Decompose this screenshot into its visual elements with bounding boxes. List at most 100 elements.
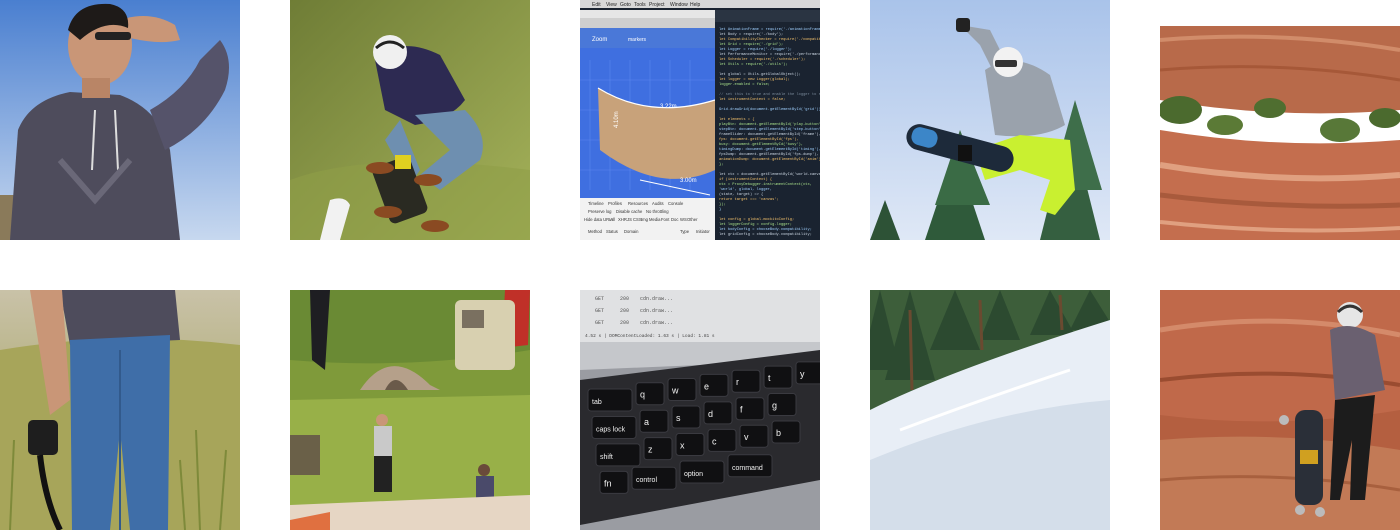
code-line: };: [719, 162, 723, 167]
menu-item-help[interactable]: Help: [690, 2, 701, 8]
keyboard-key[interactable]: [763, 365, 793, 389]
devtools-col-domain[interactable]: Domain: [624, 229, 639, 234]
keyboard-key[interactable]: [679, 460, 725, 484]
keyboard-key[interactable]: [595, 443, 641, 467]
devtools-col-type[interactable]: Type: [680, 229, 690, 234]
demo-toolbar-label[interactable]: Zoom: [592, 37, 607, 43]
menu-item-tools[interactable]: Tools: [634, 2, 646, 8]
devtools-filter-ws[interactable]: WS: [680, 217, 687, 222]
photo-snowy-slope-image: [870, 290, 1110, 530]
keyboard-key-label: z: [648, 445, 653, 455]
keyboard-key[interactable]: [635, 382, 665, 406]
code-line: ctx = ProxyDebugger.instrumentContext(ct…: [719, 182, 812, 187]
keyboard-key-label: w: [671, 386, 679, 396]
devtools-filter-font[interactable]: Font: [661, 217, 670, 222]
code-line: let elements = {: [719, 117, 754, 122]
photo-man-shading-eyes[interactable]: [0, 0, 240, 240]
keyboard-key-label: d: [708, 409, 713, 419]
devtools-filter-img[interactable]: Img: [641, 217, 649, 222]
devtools-tab-audits[interactable]: Audits: [652, 201, 664, 206]
keyboard-key[interactable]: [795, 361, 820, 385]
photo-snowboarder-jump-image: [870, 0, 1110, 240]
code-editor-text[interactable]: let AnimationFrame = require('./animatio…: [719, 27, 820, 237]
menu-item-window[interactable]: Window: [670, 2, 688, 8]
devtools-filter-css[interactable]: CSS: [633, 217, 642, 222]
code-line: fpsDump: document.getElementById('fps-du…: [719, 152, 819, 157]
keyboard-key[interactable]: [671, 405, 701, 429]
devtools-col-method[interactable]: Method: [588, 229, 603, 234]
code-line: stepBtn: document.getElementById('step-b…: [719, 127, 820, 132]
code-line: let gridConfig = chooseBody.compatibilit…: [719, 232, 812, 237]
code-line: let global = Utils.getGlobalObject();: [719, 72, 801, 77]
network-row-status-3: 200: [620, 320, 629, 326]
keyboard-key[interactable]: [643, 437, 673, 461]
photo-code-editor[interactable]: Edit View Goto Tools Project Window Help…: [580, 0, 820, 240]
keyboard-key[interactable]: [587, 388, 633, 412]
network-row-method-1: GET: [595, 296, 604, 302]
menu-item-view[interactable]: View: [606, 2, 617, 8]
network-row-method-3: GET: [595, 320, 604, 326]
demo-dim-height: 4.10m: [614, 111, 620, 128]
code-line: let loggerConfig = config.logger;: [719, 222, 792, 227]
devtools-tab-profiles[interactable]: Profiles: [608, 201, 622, 206]
network-row-domain-1: cdn.draw...: [640, 296, 673, 302]
photo-event-tent[interactable]: [290, 290, 530, 530]
keyboard-key-label: g: [772, 401, 777, 411]
devtools-filter-other[interactable]: Other: [687, 217, 698, 222]
code-line: let PerformanceMonitor = require('./perf…: [719, 52, 820, 57]
keyboard-key[interactable]: [739, 424, 769, 448]
photo-laptop-keyboard[interactable]: GET 200 cdn.draw... GET 200 cdn.draw... …: [580, 290, 820, 530]
keyboard-key[interactable]: [735, 397, 765, 421]
code-line: if (instrumentContext) {: [719, 177, 772, 182]
devtools-option-no-throttling[interactable]: No throttling: [646, 209, 669, 214]
keyboard-key-label: option: [684, 471, 703, 478]
keyboard-key[interactable]: [707, 428, 737, 452]
devtools-filter-hide-data-urls[interactable]: Hide data URLs: [584, 217, 614, 222]
photo-snowy-slope[interactable]: [870, 290, 1110, 530]
keyboard-key[interactable]: [731, 369, 761, 393]
keyboard-key[interactable]: [771, 420, 801, 444]
photo-laptop-keyboard-image: GET 200 cdn.draw... GET 200 cdn.draw... …: [580, 290, 820, 530]
demo-dim-width: 3.22m: [660, 104, 677, 110]
devtools-col-status[interactable]: Status: [606, 229, 618, 234]
keyboard-key[interactable]: [699, 373, 729, 397]
keyboard-key[interactable]: [675, 433, 705, 457]
keyboard-key-label: caps lock: [596, 426, 626, 433]
devtools-filter-js[interactable]: JS: [627, 217, 632, 222]
keyboard-key[interactable]: [727, 454, 773, 478]
keyboard-key[interactable]: [703, 401, 733, 425]
devtools-filter-doc[interactable]: Doc: [671, 217, 678, 222]
photo-man-camera-field[interactable]: [0, 290, 240, 530]
photo-man-shading-eyes-image: [0, 0, 240, 240]
photo-mountainboard-jump[interactable]: [290, 0, 530, 240]
devtools-tab-resources[interactable]: Resources: [628, 201, 648, 206]
code-line: animationDump: document.getElementById('…: [719, 157, 820, 162]
photo-red-canyon[interactable]: [1160, 0, 1400, 240]
code-line: frameSlider: document.getElementById('fr…: [719, 132, 820, 137]
menu-item-edit[interactable]: Edit: [592, 2, 601, 8]
keyboard-key[interactable]: [639, 409, 669, 433]
code-line: 'world', global, logger,: [719, 187, 772, 192]
devtools-filter-xhr[interactable]: XHR: [618, 217, 627, 222]
menu-item-goto[interactable]: Goto: [620, 2, 631, 8]
keyboard-key-label: e: [704, 381, 709, 391]
menu-item-project[interactable]: Project: [649, 2, 665, 8]
devtools-option-disable-cache[interactable]: Disable cache: [616, 209, 643, 214]
keyboard-key[interactable]: [631, 466, 677, 490]
devtools-tab-console[interactable]: Console: [668, 201, 684, 206]
keyboard-key[interactable]: [667, 378, 697, 402]
devtools-option-preserve-log[interactable]: Preserve log: [588, 209, 612, 214]
devtools-filter-media[interactable]: Media: [649, 217, 661, 222]
devtools-tab-timeline[interactable]: Timeline: [588, 201, 604, 206]
code-line: (state, target) => {: [719, 192, 763, 197]
photo-event-tent-image: [290, 290, 530, 530]
demo-markers-label[interactable]: markers: [628, 37, 647, 43]
photo-rider-canyon[interactable]: [1160, 290, 1400, 530]
photo-snowboarder-jump[interactable]: [870, 0, 1110, 240]
devtools-col-initiator[interactable]: Initiator: [696, 229, 710, 234]
keyboard-key[interactable]: [599, 470, 629, 494]
keyboard-key[interactable]: [767, 393, 797, 417]
code-line: // set this to true and enable the logge…: [719, 92, 820, 97]
devtools-filter-all[interactable]: All: [610, 217, 615, 222]
keyboard-key[interactable]: [591, 415, 637, 439]
